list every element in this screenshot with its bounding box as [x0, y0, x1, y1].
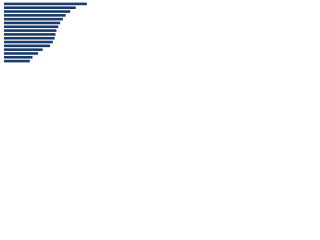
bar	[4, 21, 61, 25]
bar	[4, 44, 50, 48]
bar	[4, 6, 76, 10]
bar	[4, 17, 63, 21]
bar	[4, 48, 43, 51]
bar	[4, 40, 53, 44]
bar	[4, 33, 56, 36]
bar	[4, 29, 57, 32]
bar	[4, 52, 39, 55]
bar	[4, 55, 33, 59]
bar	[4, 25, 59, 29]
bar	[4, 2, 87, 6]
bar	[4, 36, 55, 40]
bar	[4, 59, 30, 63]
bar	[4, 14, 66, 17]
bar	[4, 10, 71, 13]
chart	[0, 0, 100, 71]
